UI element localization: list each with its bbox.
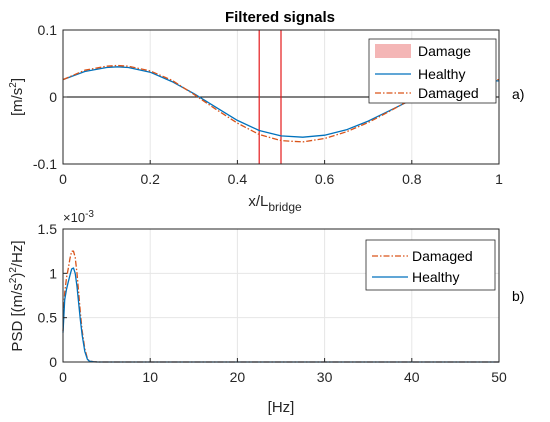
- chart-a-ticks: 0 0.2 0.4 0.6 0.8 1-0.100.1: [33, 22, 503, 187]
- chart-b-xtick-label: 40: [404, 369, 420, 385]
- chart-a: Filtered signals 0 0.2 0.4 0.6 0.8 1-0.100.1 …: [8, 9, 524, 214]
- chart-a-xtick-label: 0.4: [228, 171, 248, 187]
- chart-a-legend-damaged-label: Damaged: [418, 85, 479, 101]
- chart-a-xtick-label: 0: [59, 171, 67, 187]
- chart-b-exponent-base: ×10: [63, 210, 85, 225]
- chart-b-frame: [62, 228, 500, 363]
- chart-b-ytick-label: 1.5: [38, 221, 58, 237]
- chart-b-ytick-label: 0: [49, 354, 57, 370]
- chart-b-exponent: ×10-3: [63, 209, 94, 225]
- chart-b-legend-healthy-label: Healthy: [412, 269, 459, 285]
- chart-a-ytick-label: -0.1: [33, 156, 57, 172]
- chart-a-ytick-label: 0: [49, 89, 57, 105]
- chart-b-xtick-label: 0: [59, 369, 67, 385]
- chart-a-xlabel-main: x/L: [248, 193, 268, 210]
- chart-b-xtick-label: 20: [230, 369, 246, 385]
- chart-b-ylabel: PSD [(m/s2)2/Hz]: [8, 240, 26, 351]
- chart-b-legend-damaged-label: Damaged: [412, 248, 473, 264]
- chart-b-xlabel: [Hz]: [268, 399, 295, 416]
- chart-b-ylabel-sup1: 2: [8, 277, 19, 283]
- chart-a-ylabel-end: ]: [9, 78, 26, 82]
- chart-b-ylabel-mid: ): [9, 273, 26, 278]
- chart-a-legend-healthy-label: Healthy: [418, 66, 465, 82]
- chart-b-xtick-label: 50: [491, 369, 507, 385]
- chart-a-ytick-label: 0.1: [38, 22, 58, 38]
- chart-a-xtick-label: 0.2: [140, 171, 160, 187]
- chart-a-xlabel: x/Lbridge: [248, 193, 302, 214]
- chart-b-ytick-label: 1: [49, 265, 57, 281]
- chart-a-ylabel-sup: 2: [8, 82, 19, 88]
- chart-b-legend: Damaged Healthy: [365, 239, 496, 291]
- chart-b-legend-box: [365, 239, 496, 291]
- chart-b-exponent-power: -3: [85, 209, 94, 220]
- chart-a-title: Filtered signals: [225, 9, 335, 26]
- chart-b-ytick-label: 0.5: [38, 310, 58, 326]
- chart-b-ticks: 0 10 20 30 40 50 0 0.5 1 1.5: [38, 221, 507, 385]
- chart-a-ylabel-main: [m/s: [9, 88, 26, 116]
- chart-b-xtick-label: 30: [317, 369, 333, 385]
- chart-a-legend-damage-swatch: [375, 44, 411, 58]
- chart-a-panel-label: a): [512, 86, 524, 102]
- chart-b: 0 10 20 30 40 50 0 0.5 1 1.5 ×10-3 [Hz] PSD [(m/s…: [8, 209, 524, 416]
- chart-a-xtick-label: 0.6: [315, 171, 335, 187]
- chart-a-damage-lines: [258, 30, 282, 164]
- chart-a-xtick-label: 0.8: [402, 171, 422, 187]
- chart-b-ylabel-main: PSD [(m/s: [9, 283, 26, 351]
- chart-b-panel-label: b): [512, 288, 524, 304]
- chart-a-xtick-label: 1: [495, 171, 503, 187]
- chart-a-ylabel: [m/s2]: [8, 78, 26, 116]
- chart-b-ylabel-sup2: 2: [8, 267, 19, 273]
- chart-b-xtick-label: 10: [142, 369, 158, 385]
- chart-a-xlabel-sub: bridge: [268, 200, 302, 214]
- chart-b-ylabel-end: /Hz]: [9, 240, 26, 267]
- chart-a-legend: Damage Healthy Damaged: [368, 38, 497, 104]
- chart-a-legend-damage-label: Damage: [418, 43, 471, 59]
